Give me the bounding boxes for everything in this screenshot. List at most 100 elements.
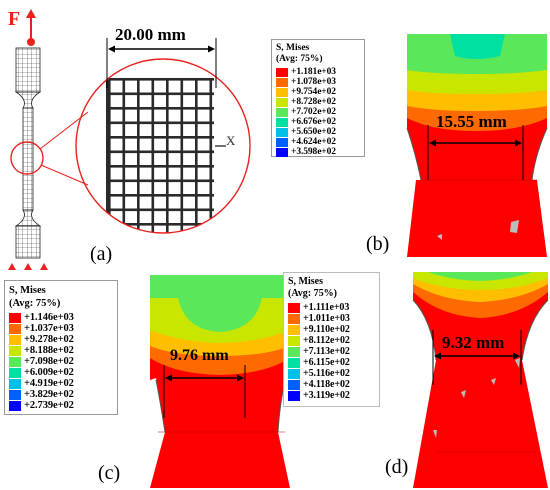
contour-plot-c <box>150 275 290 488</box>
legend-rows: +1.111e+03 +1.011e+03 +9.110e+02 +8.112e+02… <box>288 302 375 401</box>
legend-value: +1.111e+03 <box>303 301 350 313</box>
legend-swatch <box>9 312 21 323</box>
legend-value: +3.598e+02 <box>291 147 336 157</box>
legend-swatch <box>9 345 21 356</box>
legend-swatch <box>276 147 288 157</box>
legend-swatch <box>276 107 288 117</box>
legend-row: +3.598e+02 <box>276 147 360 157</box>
legend-swatch <box>276 67 288 77</box>
legend-row: +2.739e+02 <box>9 400 113 411</box>
legend-row: +3.119e+02 <box>288 390 375 401</box>
dimension-label-c: 9.76 mm <box>170 347 229 364</box>
legend-row: +1.011e+03 <box>288 313 375 324</box>
force-label: F <box>8 8 21 30</box>
legend-value: +1.078e+03 <box>291 77 336 87</box>
legend-value: +8.112e+02 <box>303 334 350 346</box>
legend-row: +8.188e+02 <box>9 345 113 356</box>
dimension-label-b: 15.55 mm <box>436 112 507 131</box>
legend-row: +1.146e+03 <box>9 312 113 323</box>
stress-legend-b: S, Mises (Avg: 75%) +1.181e+03 +1.078e+03… <box>271 39 365 157</box>
legend-title: S, Mises <box>9 285 46 296</box>
legend-swatch <box>288 302 300 313</box>
legend-swatch <box>9 378 21 389</box>
legend-row: +4.118e+02 <box>288 379 375 390</box>
legend-value: +3.119e+02 <box>303 389 350 401</box>
legend-swatch <box>276 117 288 127</box>
legend-value: +4.118e+02 <box>303 378 350 390</box>
legend-value: +3.829e+02 <box>24 388 74 400</box>
legend-row: +9.754e+02 <box>276 87 360 97</box>
panel-label-d: (d) <box>385 456 409 478</box>
legend-row: +9.110e+02 <box>288 324 375 335</box>
panel-label-c: (c) <box>98 462 121 484</box>
contour-plot-b <box>406 34 548 257</box>
legend-row: +7.702e+02 <box>276 107 360 117</box>
axis-label: X <box>226 133 236 148</box>
legend-row: +5.116e+02 <box>288 368 375 379</box>
legend-swatch <box>276 127 288 137</box>
magnified-mesh <box>75 58 251 234</box>
force-arrow <box>26 9 36 46</box>
legend-title: S, Mises <box>276 43 310 53</box>
legend-swatch <box>276 77 288 87</box>
legend-value: +6.009e+02 <box>24 366 74 378</box>
legend-row: +7.098e+02 <box>9 356 113 367</box>
legend-value: +9.278e+02 <box>24 333 74 345</box>
legend-subtitle: (Avg: 75%) <box>288 288 337 299</box>
legend-row: +3.829e+02 <box>9 389 113 400</box>
legend-value: +9.754e+02 <box>291 87 336 97</box>
legend-value: +8.188e+02 <box>24 344 74 356</box>
legend-row: +7.113e+02 <box>288 346 375 357</box>
legend-value: +6.115e+02 <box>303 356 350 368</box>
legend-swatch <box>9 323 21 334</box>
legend-swatch <box>288 324 300 335</box>
legend-swatch <box>288 313 300 324</box>
legend-swatch <box>288 357 300 368</box>
legend-subtitle: (Avg: 75%) <box>9 298 61 309</box>
legend-value: +5.116e+02 <box>303 367 350 379</box>
legend-swatch <box>288 346 300 357</box>
legend-row: +6.676e+02 <box>276 117 360 127</box>
legend-swatch <box>9 367 21 378</box>
legend-row: +6.115e+02 <box>288 357 375 368</box>
legend-swatch <box>9 334 21 345</box>
legend-swatch <box>9 400 21 411</box>
legend-row: +8.728e+02 <box>276 97 360 107</box>
legend-swatch <box>288 390 300 401</box>
legend-swatch <box>288 379 300 390</box>
legend-subtitle: (Avg: 75%) <box>276 54 323 64</box>
panel-label-b: (b) <box>366 233 390 255</box>
legend-rows: +1.181e+03 +1.078e+03 +9.754e+02 +8.728e+02… <box>276 67 360 157</box>
legend-row: +4.919e+02 <box>9 378 113 389</box>
legend-value: +8.728e+02 <box>291 97 336 107</box>
legend-swatch <box>288 335 300 346</box>
legend-title: S, Mises <box>288 276 323 287</box>
stress-legend-c: S, Mises (Avg: 75%) +1.146e+03 +1.037e+03… <box>4 280 118 415</box>
legend-row: +9.278e+02 <box>9 334 113 345</box>
legend-value: +6.676e+02 <box>291 117 336 127</box>
legend-swatch <box>9 389 21 400</box>
legend-value: +5.650e+02 <box>291 127 336 137</box>
legend-swatch <box>9 356 21 367</box>
legend-value: +1.011e+03 <box>303 312 350 324</box>
legend-swatch <box>276 137 288 147</box>
legend-row: +5.650e+02 <box>276 127 360 137</box>
legend-value: +7.113e+02 <box>303 345 350 357</box>
specimen-mesh <box>14 47 42 259</box>
legend-row: +6.009e+02 <box>9 367 113 378</box>
legend-value: +4.624e+02 <box>291 137 336 147</box>
legend-value: +7.098e+02 <box>24 355 74 367</box>
legend-row: +8.112e+02 <box>288 335 375 346</box>
legend-value: +7.702e+02 <box>291 107 336 117</box>
legend-row: +1.037e+03 <box>9 323 113 334</box>
mesh-width-text: 20.00 mm <box>115 25 186 44</box>
fixed-support-icons <box>8 263 48 270</box>
legend-row: +1.078e+03 <box>276 77 360 87</box>
panel-label-a: (a) <box>90 243 113 265</box>
contour-plot-d <box>412 272 549 488</box>
legend-swatch <box>276 97 288 107</box>
legend-swatch <box>276 87 288 97</box>
legend-value: +1.146e+03 <box>24 311 74 323</box>
mesh-width-dimension <box>106 38 217 88</box>
legend-swatch <box>288 368 300 379</box>
